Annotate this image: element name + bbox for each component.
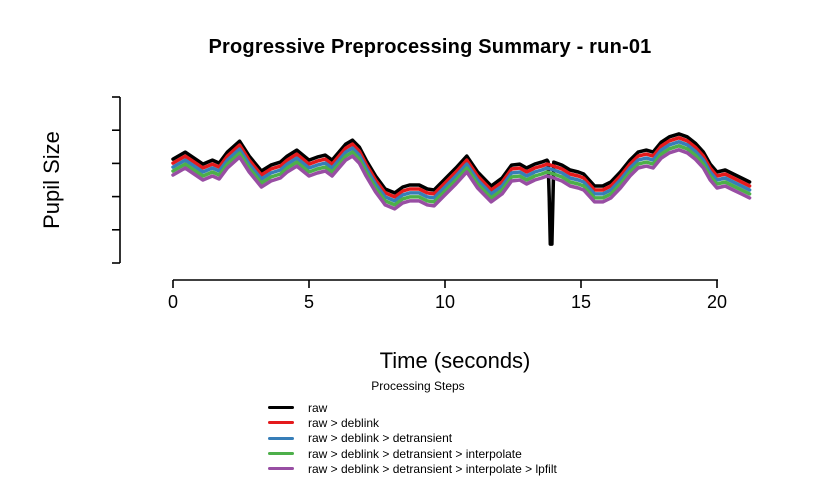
x-axis-label: Time (seconds) [379,348,531,373]
legend-item: raw > deblink > detransient > interpolat… [268,446,608,461]
legend-line-swatch-icon [268,452,294,456]
legend-item-label: raw > deblink > detransient > interpolat… [308,461,557,476]
series-line-raw-deblink-detransient [171,140,752,203]
legend-item-label: raw > deblink [308,415,380,430]
legend-item-label: raw [308,400,328,415]
series-line-raw-deblink-detransient-interpolate [171,144,752,207]
legend-item-label: raw > deblink > detransient [308,431,453,446]
series-line-raw [171,132,752,246]
x-tick-label: 10 [434,292,456,312]
series-line-raw-deblink-detransient-interpolate-lpfilt [171,148,752,211]
legend-line-swatch-icon [268,406,294,410]
x-tick-label: 15 [570,292,592,312]
legend-item: raw > deblink > detransient > interpolat… [268,461,608,476]
legend-title: Processing Steps [371,379,465,393]
x-tick-label: 0 [167,292,178,312]
legend-line-swatch-icon [268,421,294,425]
x-tick-label: 20 [706,292,728,312]
series-line-raw-deblink [171,136,752,199]
legend-item-label: raw > deblink > detransient > interpolat… [308,446,522,461]
chart-title: Progressive Preprocessing Summary - run-… [208,36,652,58]
legend: Processing Steps raw raw > deblink raw >… [268,379,608,476]
legend-item: raw > deblink [268,415,608,430]
legend-item: raw > deblink > detransient [268,431,608,446]
x-tick-label: 5 [303,292,314,312]
legend-line-swatch-icon [268,436,294,440]
y-axis-label: Pupil Size [39,131,64,229]
legend-item: raw [268,400,608,415]
legend-line-swatch-icon [268,467,294,471]
